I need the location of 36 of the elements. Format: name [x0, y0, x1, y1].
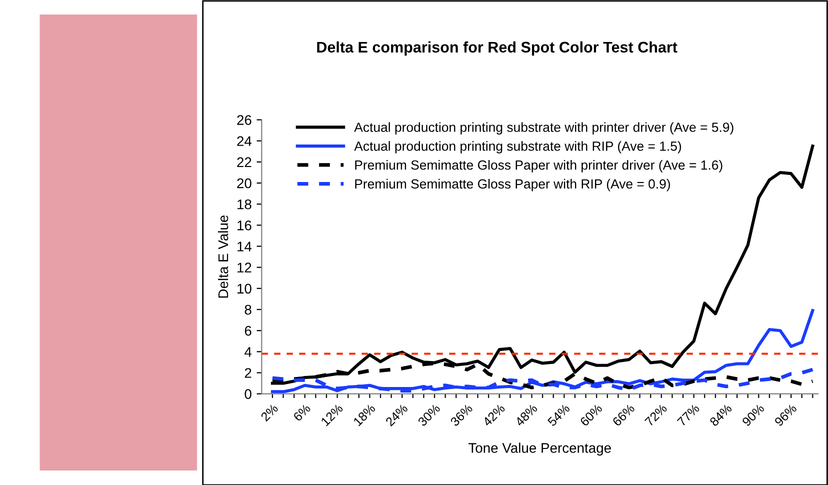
x-tick-label: 60%	[580, 403, 603, 427]
y-axis-title: Delta E Value	[218, 215, 228, 298]
x-tick-label: 77%	[676, 403, 700, 427]
y-tick-label: 24	[237, 136, 252, 146]
x-tick-label: 42%	[482, 403, 506, 427]
y-tick-label: 4	[244, 347, 252, 357]
y-tick-label: 12	[238, 262, 252, 272]
x-tick-label: 2%	[260, 403, 279, 422]
y-tick-label: 26	[237, 115, 252, 125]
legend-label: Premium Semimatte Gloss Paper with RIP (Ave = 0.9)	[355, 178, 670, 192]
x-tick-label: 36%	[450, 403, 474, 427]
x-tick-label: 96%	[774, 403, 798, 427]
y-tick-label: 22	[237, 157, 252, 167]
line-series	[270, 309, 814, 394]
x-tick-label: 72%	[644, 403, 668, 427]
y-tick-label: 20	[237, 178, 252, 188]
x-axis-title: Tone Value Percentage	[468, 442, 611, 456]
chart-title: Delta E comparison for Red Spot Color Test Chart	[317, 41, 678, 56]
legend-label: Actual production printing substrate with printer driver (Ave = 5.9)	[354, 122, 734, 135]
y-tick-label: 18	[238, 199, 252, 210]
y-tick-label: 2	[244, 368, 252, 378]
legend-label: Actual production printing substrate with RIP (Ave = 1.5)	[354, 141, 682, 154]
x-tick-label: 66%	[612, 403, 636, 427]
x-tick-label: 30%	[417, 403, 441, 427]
x-tick-label: 90%	[742, 403, 765, 427]
y-tick-label: 10	[238, 284, 252, 294]
x-tick-label: 48%	[514, 403, 538, 427]
y-tick-label: 6	[244, 326, 252, 336]
x-tick-label: 6%	[292, 403, 312, 422]
y-tick-label: 0	[244, 389, 252, 399]
y-tick-label: 16	[238, 220, 252, 230]
y-tick-label: 14	[238, 242, 252, 252]
y-tick-label: 8	[244, 304, 252, 315]
x-tick-label: 54%	[547, 403, 570, 427]
x-tick-label: 84%	[709, 403, 732, 427]
legend-label: Premium Semimatte Gloss Paper with printer driver (Ave = 1.6)	[355, 160, 722, 172]
